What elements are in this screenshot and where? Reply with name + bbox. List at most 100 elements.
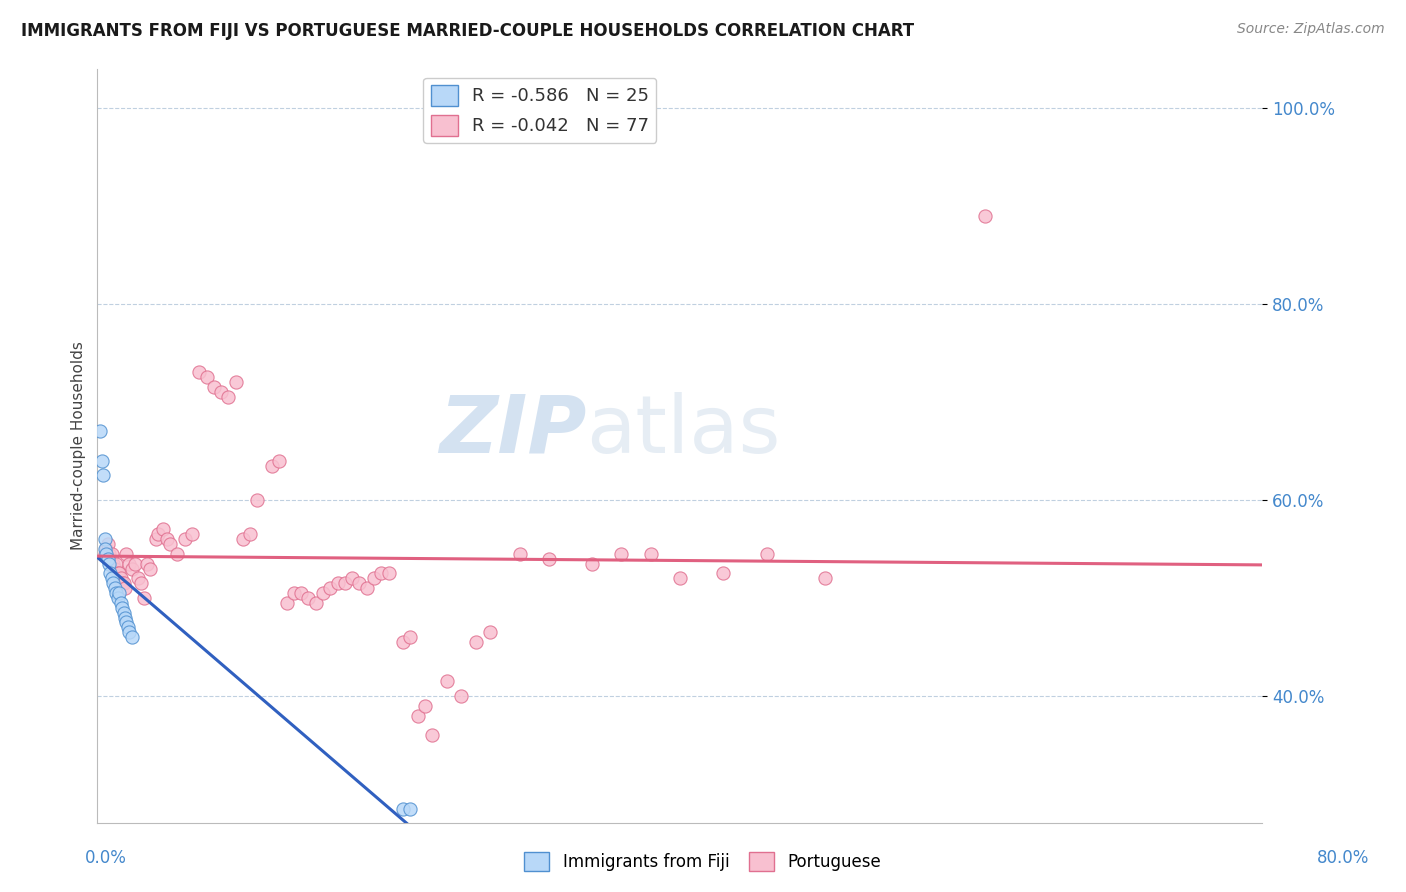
Point [392,802,415,816]
Point [98,547,121,561]
Point [370,566,392,581]
Point [127,571,149,585]
Point [152,522,174,536]
Point [114,581,136,595]
Legend: Immigrants from Fiji, Portuguese: Immigrants from Fiji, Portuguese [516,843,890,880]
Point [436,674,458,689]
Point [103,576,125,591]
Point [101,571,124,585]
Point [104,561,127,575]
Point [195,370,218,384]
Text: 0.0%: 0.0% [84,849,127,867]
Point [276,596,298,610]
Point [93,541,115,556]
Point [326,576,349,591]
Point [340,571,363,585]
Point [290,586,312,600]
Point [711,566,734,581]
Point [115,547,138,561]
Point [181,527,204,541]
Point [93,532,115,546]
Point [209,385,232,400]
Y-axis label: Married-couple Households: Married-couple Households [72,342,86,550]
Point [135,557,157,571]
Point [814,571,837,585]
Point [107,566,129,581]
Point [118,625,141,640]
Legend: R = -0.586   N = 25, R = -0.042   N = 77: R = -0.586 N = 25, R = -0.042 N = 77 [423,78,657,143]
Point [509,547,531,561]
Point [399,802,422,816]
Point [129,576,152,591]
Point [145,532,167,546]
Point [319,581,342,595]
Point [111,576,134,591]
Point [312,586,335,600]
Point [124,557,146,571]
Point [166,547,188,561]
Text: IMMIGRANTS FROM FIJI VS PORTUGUESE MARRIED-COUPLE HOUSEHOLDS CORRELATION CHART: IMMIGRANTS FROM FIJI VS PORTUGUESE MARRI… [21,22,914,40]
Point [420,728,443,742]
Point [115,615,138,630]
Point [217,390,239,404]
Point [89,425,111,439]
Point [94,547,117,561]
Point [537,551,560,566]
Point [202,380,225,394]
Point [356,581,378,595]
Point [297,591,319,605]
Point [103,557,125,571]
Point [96,537,118,551]
Point [100,566,122,581]
Point [93,547,115,561]
Point [114,610,136,624]
Point [333,576,356,591]
Point [112,606,135,620]
Point [173,532,195,546]
Point [392,635,415,649]
Point [121,561,143,575]
Point [269,453,291,467]
Text: ZIP: ZIP [439,392,586,470]
Text: 80.0%: 80.0% [1316,849,1369,867]
Point [107,591,129,605]
Point [118,557,141,571]
Point [100,551,122,566]
Point [159,537,181,551]
Point [108,586,131,600]
Text: Source: ZipAtlas.com: Source: ZipAtlas.com [1237,22,1385,37]
Point [974,209,997,223]
Point [305,596,328,610]
Point [283,586,305,600]
Point [108,566,131,581]
Point [668,571,690,585]
Point [399,630,422,644]
Point [110,571,132,585]
Point [104,581,127,595]
Point [98,557,121,571]
Point [111,600,134,615]
Point [112,576,135,591]
Point [110,596,132,610]
Point [239,527,262,541]
Point [156,532,179,546]
Point [246,492,269,507]
Point [756,547,779,561]
Point [139,561,162,575]
Point [105,557,128,571]
Point [260,458,283,473]
Point [105,586,128,600]
Point [148,527,170,541]
Point [406,708,429,723]
Point [377,566,399,581]
Point [225,376,247,390]
Point [188,366,211,380]
Point [640,547,662,561]
Point [363,571,385,585]
Point [610,547,633,561]
Point [121,630,143,644]
Point [479,625,502,640]
Point [232,532,254,546]
Point [413,698,436,713]
Point [117,620,139,634]
